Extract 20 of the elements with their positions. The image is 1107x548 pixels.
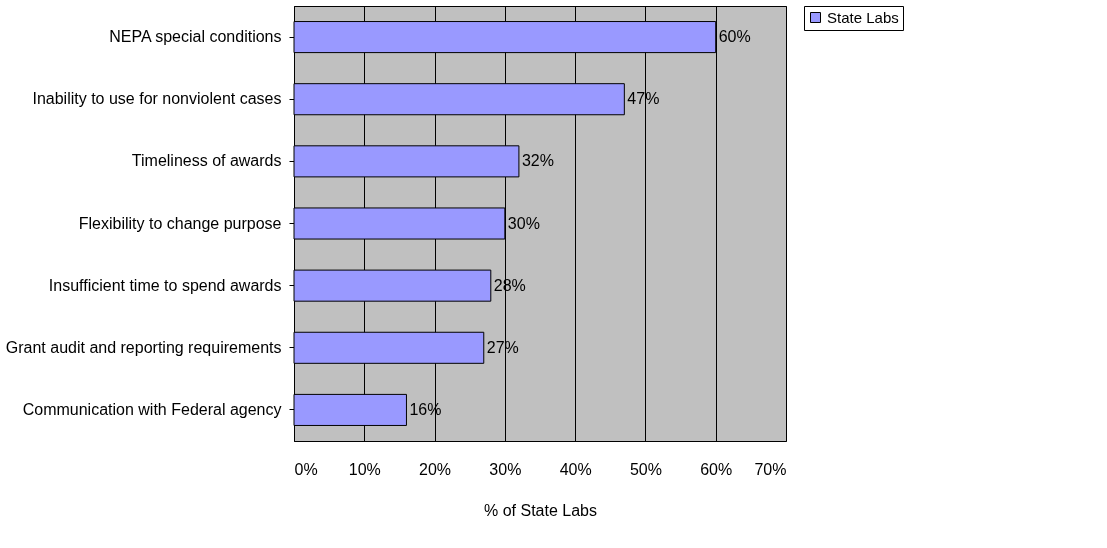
x-tick-label: 30% (489, 460, 522, 478)
data-label: 32% (521, 152, 554, 170)
data-label: 60% (718, 28, 751, 46)
x-tick-label: 50% (629, 460, 662, 478)
y-tick-label: Insufficient time to spend awards (48, 276, 282, 294)
x-tick-label: 20% (419, 460, 452, 478)
y-tick-label: Inability to use for nonviolent cases (32, 90, 282, 108)
x-tick-label: 0% (294, 460, 318, 478)
x-tick-label: 70% (754, 460, 787, 478)
y-tick-label: Flexibility to change purpose (78, 214, 282, 232)
legend-label: State Labs (827, 8, 899, 26)
data-label: 30% (507, 214, 540, 232)
x-axis-title: % of State Labs (484, 501, 597, 519)
x-tick-label: 60% (700, 460, 733, 478)
y-tick-label: Communication with Federal agency (22, 400, 282, 418)
y-tick-label: NEPA special conditions (109, 28, 282, 46)
x-tick-label: 10% (348, 460, 381, 478)
x-tick-label: 40% (559, 460, 592, 478)
y-tick-label: Grant audit and reporting requirements (5, 338, 282, 356)
y-tick-label: Timeliness of awards (131, 152, 282, 170)
